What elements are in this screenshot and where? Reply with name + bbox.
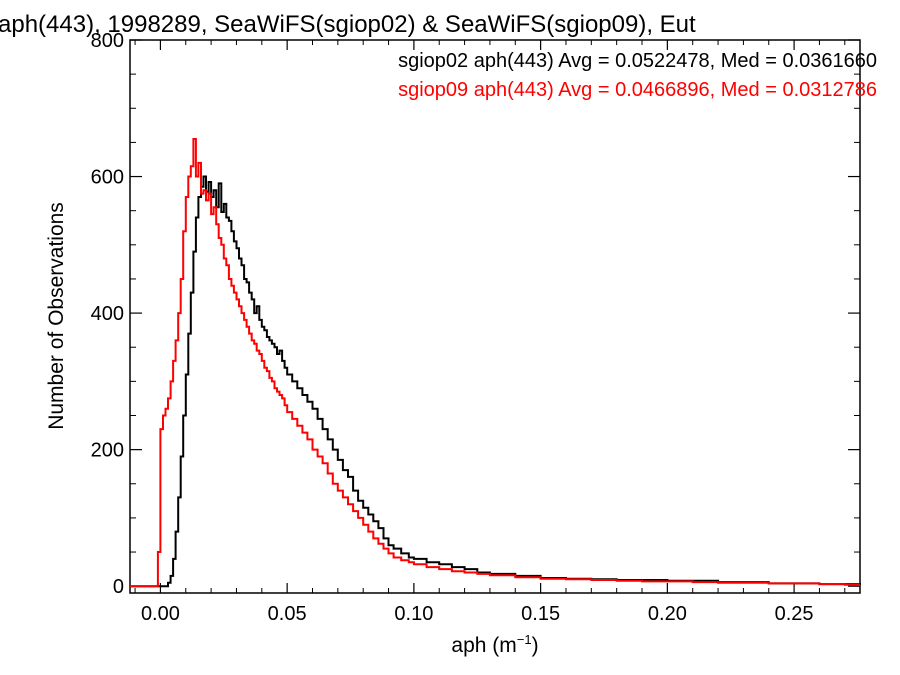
y-tick-label: 400 [91, 303, 124, 325]
series-line-sgiop02 [130, 175, 861, 588]
y-axis: 0 200 400 600 800 [91, 30, 860, 598]
plot-frame [129, 39, 861, 594]
legend: sgiop02 aph(443) Avg = 0.0522478, Med = … [398, 50, 877, 101]
x-axis: 0.00 0.05 0.10 0.15 0.20 0.25 [134, 40, 846, 625]
x-tick-label: 0.15 [521, 603, 560, 625]
x-tick-label: 0.20 [648, 603, 687, 625]
x-axis-label-close: ) [532, 634, 539, 657]
y-tick-label: 800 [91, 30, 124, 52]
x-axis-label: aph (m−1) [451, 632, 538, 657]
series-line-sgiop09 [130, 138, 860, 588]
series-layer [130, 138, 861, 588]
x-axis-label-superscript: −1 [517, 632, 532, 647]
x-tick-label: 0.10 [394, 603, 433, 625]
y-tick-label: 200 [91, 440, 124, 462]
legend-entry-sgiop02: sgiop02 aph(443) Avg = 0.0522478, Med = … [398, 50, 877, 72]
x-tick-label: 0.25 [775, 603, 814, 625]
chart-title: aph(443), 1998289, SeaWiFS(sgiop02) & Se… [0, 11, 696, 38]
x-tick-label: 0.05 [268, 603, 307, 625]
x-axis-label-main: aph (m [451, 634, 516, 657]
y-tick-label: 0 [113, 576, 124, 598]
legend-entry-sgiop09: sgiop09 aph(443) Avg = 0.0466896, Med = … [398, 79, 877, 101]
y-axis-label: Number of Observations [45, 202, 68, 430]
y-tick-label: 600 [91, 167, 124, 189]
x-tick-label: 0.00 [141, 603, 180, 625]
